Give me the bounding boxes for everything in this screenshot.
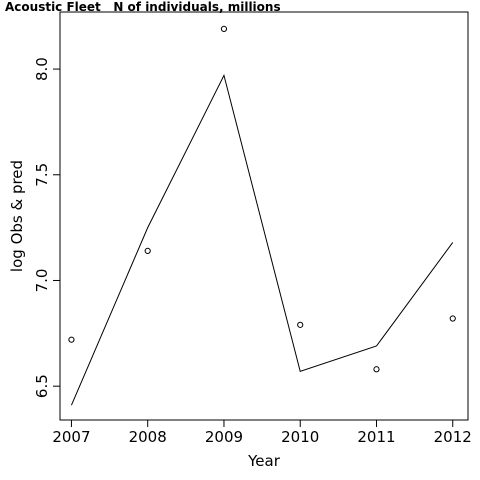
y-tick-label: 7.0: [33, 269, 51, 293]
x-tick-label: 2008: [129, 428, 167, 446]
x-axis-title: Year: [247, 452, 281, 470]
y-axis-title: log Obs & pred: [8, 160, 26, 272]
y-axis: 6.5 7.0 7.5 8.0: [33, 57, 60, 398]
y-tick-label: 7.5: [33, 163, 51, 187]
observed-point: [220, 25, 228, 33]
x-tick-label: 2011: [357, 428, 395, 446]
observed-point: [297, 321, 304, 328]
y-tick-label: 8.0: [33, 57, 51, 81]
series-layer: [68, 25, 456, 406]
y-tick-label: 6.5: [33, 374, 51, 398]
observed-point: [449, 315, 456, 322]
x-tick-label: 2007: [52, 428, 90, 446]
x-tick-label: 2012: [434, 428, 472, 446]
x-tick-label: 2010: [281, 428, 319, 446]
x-tick-label: 2009: [205, 428, 243, 446]
x-axis: 2007 2008 2009 2010 2011 2012: [52, 420, 472, 446]
observed-point: [144, 247, 151, 254]
plot-frame: [59, 11, 469, 421]
observed-point: [68, 336, 75, 343]
observed-point: [373, 366, 380, 373]
predicted-line: [70, 74, 454, 406]
chart-title: Acoustic Fleet N of individuals, million…: [5, 0, 281, 14]
